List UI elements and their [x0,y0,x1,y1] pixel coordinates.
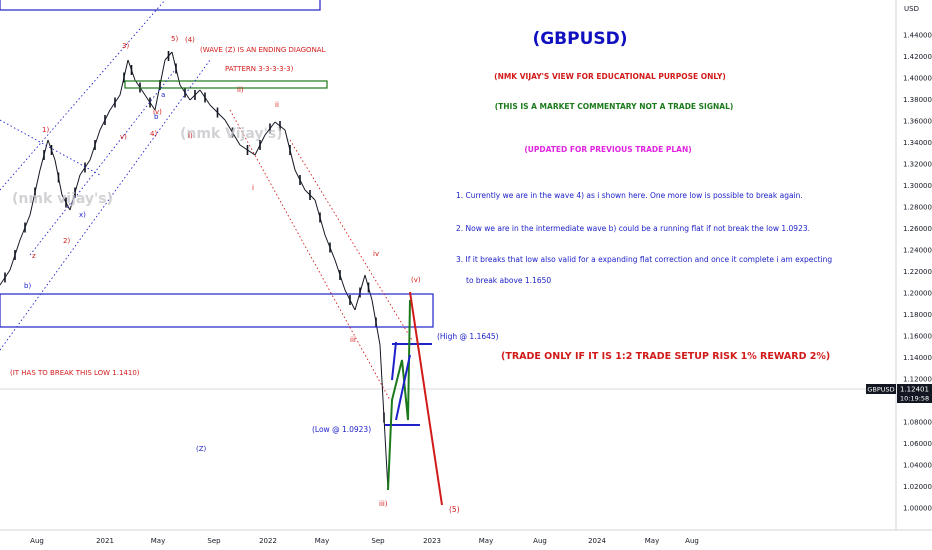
price-tick-label: 1.18000 [903,311,932,319]
note-3a: 3. If it breaks that low also valid for … [456,255,832,264]
wave-z-small-label: z [32,252,36,260]
watermark-center: (nmk Vijay's) [180,126,282,142]
wave-i-small-label: i) [188,132,193,140]
wave-2-label: 2) [63,237,70,245]
wave-ii-small-label: ii) [237,86,244,94]
low-label: (Low @ 1.0923) [312,425,371,434]
channel-line-mid [29,69,176,256]
red-dotted-line-1 [229,109,391,401]
price-tag-symbol-bg [866,384,896,394]
price-tick-label: 1.14000 [903,354,932,362]
wave-v-small-label: v) [120,133,127,141]
note-2: 2. Now we are in the intermediate wave b… [456,224,810,233]
time-tick-label: May [479,537,493,545]
price-tick-label: 1.08000 [903,419,932,427]
price-tick-label: 1.20000 [903,290,932,298]
chart-title: (GBPUSD) [532,29,627,49]
time-tick-label: 2023 [423,537,441,545]
price-tick-label: 1.00000 [903,505,932,513]
countdown: 10:19:58 [900,395,929,403]
time-tick-label: Sep [207,537,221,545]
high-label: (High @ 1.1645) [437,332,499,341]
price-tick-label: 1.16000 [903,333,932,341]
wave-z-label: (Z) [196,445,207,453]
blue-forecast-1 [391,341,397,381]
price-tick-label: 1.32000 [903,161,932,169]
blue-forecast-2 [395,354,411,421]
time-tick-label: 2024 [588,537,606,545]
red-dotted-line-2 [289,139,413,341]
wave-ii-label: ii [275,101,279,109]
current-price: 1.12401 [900,386,929,394]
time-tick-label: Aug [30,537,44,545]
wave-5-bottom-label: (5) [449,505,460,514]
wave-iii-bottom-label: iii) [379,500,388,508]
support-resistance-box [0,293,434,328]
wave-1-label: 1) [42,126,49,134]
price-tag-symbol: GBPUSD [867,386,894,394]
time-axis[interactable]: Aug 2021 May Sep 2022 May Sep 2023 May Aug 2024 May… [30,537,699,545]
time-tick-label: Sep [371,537,385,545]
note-3b: to break above 1.1650 [466,276,551,285]
time-tick-label: Aug [533,537,547,545]
wave-a-label: a [161,91,165,99]
price-axis[interactable]: 1.44000 1.42000 1.40000 1.38000 1.36000 1.340… [903,32,932,513]
price-tick-label: 1.40000 [903,75,932,83]
time-tick-label: Aug [685,537,699,545]
wave-iii-label: iii [350,336,356,344]
wave-4-label: (4) [185,36,195,44]
price-series [0,51,389,491]
top-blue-box [0,0,321,11]
price-tick-label: 1.06000 [903,440,932,448]
wave-v-label: (v) [411,276,421,284]
view-text: (NMK VIJAY'S VIEW FOR EDUCATIONAL PURPOS… [494,72,726,81]
updated-text: (UPDATED FOR PREVIOUS TRADE PLAN) [524,145,691,154]
red-forecast [409,291,443,506]
currency-label: USD [904,5,919,13]
time-tick-label: 2022 [259,537,277,545]
commentary-text: (THIS IS A MARKET COMMENTARY NOT A TRADE… [495,102,734,111]
price-tick-label: 1.36000 [903,118,932,126]
channel-line-upper [0,0,166,191]
price-tick-label: 1.28000 [903,204,932,212]
diagonal-left [0,119,101,176]
note-1: 1. Currently we are in the wave 4) as i … [456,191,803,200]
price-tick-label: 1.38000 [903,96,932,104]
wave-5-small-label: 5) [171,35,178,43]
price-tick-label: 1.22000 [903,268,932,276]
must-break-label: (IT HAS TO BREAK THIS LOW 1.1410) [10,369,140,377]
time-tick-label: May [151,537,165,545]
wave-iv-small-label: iv) [153,108,162,116]
trade-rule: (TRADE ONLY IF IT IS 1:2 TRADE SETUP RIS… [501,351,830,362]
green-forecast [387,299,411,491]
green-box [124,80,328,89]
wave-4-small-label: 4) [150,130,157,138]
wave-3-label: 3) [122,42,129,50]
time-tick-label: May [645,537,659,545]
price-tick-label: 1.12000 [903,376,932,384]
ending-diagonal-2: PATTERN 3-3-3-3-3) [225,65,294,73]
time-tick-label: May [315,537,329,545]
price-tick-label: 1.02000 [903,483,932,491]
ending-diagonal-1: (WAVE (Z) IS AN ENDING DIAGONAL [200,46,326,54]
price-tick-label: 1.04000 [903,462,932,470]
watermark-left: (nmk vijay's) [12,191,113,207]
price-tick-label: 1.44000 [903,32,932,40]
price-tick-label: 1.24000 [903,247,932,255]
price-tick-label: 1.30000 [903,182,932,190]
wave-x-label: x) [79,211,86,219]
price-tag-bg [897,384,932,403]
price-tick-label: 1.34000 [903,139,932,147]
wave-b-label: b) [24,282,31,290]
wave-iv-label: iv [373,250,379,258]
time-tick-label: 2021 [96,537,114,545]
price-tick-label: 1.42000 [903,53,932,61]
wave-b-small-label: b [154,113,159,121]
wave-i-label: i [252,184,254,192]
price-tick-label: 1.26000 [903,225,932,233]
